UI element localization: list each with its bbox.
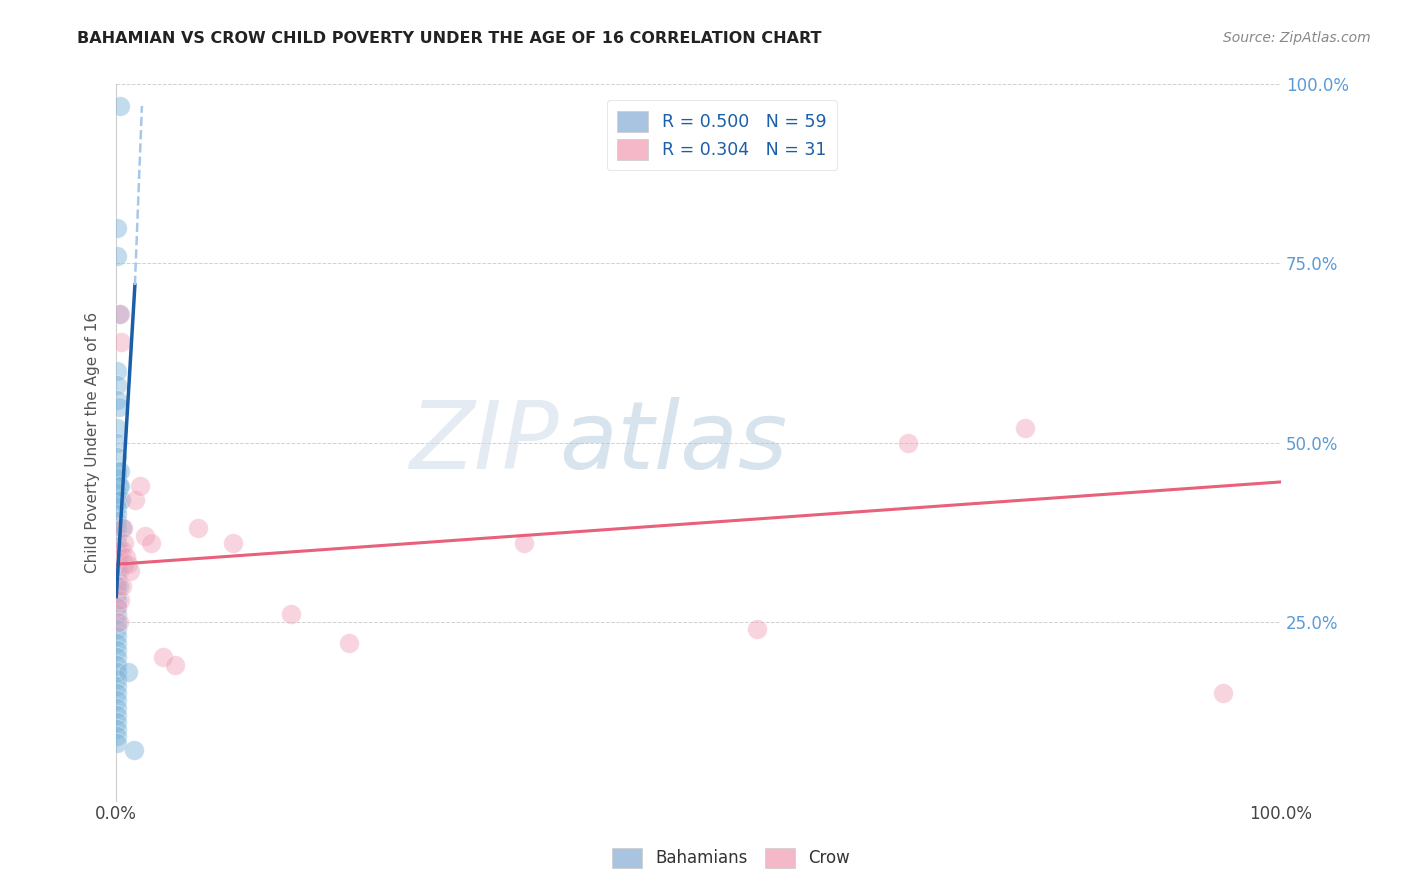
- Point: [107, 565, 129, 579]
- Point: [107, 364, 129, 378]
- Point: [107, 572, 129, 586]
- Point: [107, 514, 129, 528]
- Point: [513, 536, 536, 550]
- Point: [107, 249, 129, 263]
- Point: [117, 665, 139, 679]
- Point: [107, 672, 129, 686]
- Point: [107, 485, 129, 500]
- Point: [107, 579, 129, 593]
- Point: [107, 622, 129, 636]
- Point: [107, 492, 129, 507]
- Point: [107, 220, 129, 235]
- Point: [108, 99, 131, 113]
- Point: [107, 593, 129, 607]
- Point: [107, 736, 129, 750]
- Legend: Bahamians, Crow: Bahamians, Crow: [606, 841, 856, 875]
- Point: [112, 521, 135, 535]
- Point: [107, 500, 129, 514]
- Point: [107, 700, 129, 714]
- Point: [107, 307, 129, 321]
- Point: [107, 615, 129, 629]
- Point: [107, 543, 129, 558]
- Text: atlas: atlas: [558, 397, 787, 488]
- Point: [107, 400, 129, 414]
- Point: [108, 464, 131, 478]
- Point: [107, 550, 129, 565]
- Point: [111, 579, 134, 593]
- Point: [107, 657, 129, 672]
- Point: [187, 521, 209, 535]
- Point: [107, 636, 129, 650]
- Point: [107, 435, 129, 450]
- Point: [108, 478, 131, 492]
- Point: [107, 565, 129, 579]
- Point: [107, 536, 129, 550]
- Point: [107, 714, 129, 729]
- Point: [107, 543, 129, 558]
- Point: [107, 543, 129, 558]
- Point: [107, 615, 129, 629]
- Point: [124, 492, 146, 507]
- Point: [141, 536, 163, 550]
- Point: [110, 492, 132, 507]
- Point: [107, 579, 129, 593]
- Point: [745, 622, 768, 636]
- Point: [107, 650, 129, 665]
- Point: [107, 378, 129, 392]
- Point: [107, 558, 129, 572]
- Point: [114, 550, 136, 565]
- Point: [107, 392, 129, 407]
- Point: [122, 743, 145, 757]
- Point: [897, 435, 920, 450]
- Point: [107, 600, 129, 615]
- Point: [107, 686, 129, 700]
- Point: [222, 536, 245, 550]
- Point: [337, 636, 360, 650]
- Point: [107, 586, 129, 600]
- Point: [107, 643, 129, 657]
- Point: [107, 607, 129, 622]
- Point: [1014, 421, 1036, 435]
- Text: Source: ZipAtlas.com: Source: ZipAtlas.com: [1223, 31, 1371, 45]
- Text: ZIP: ZIP: [409, 397, 558, 488]
- Point: [120, 565, 142, 579]
- Text: BAHAMIAN VS CROW CHILD POVERTY UNDER THE AGE OF 16 CORRELATION CHART: BAHAMIAN VS CROW CHILD POVERTY UNDER THE…: [77, 31, 823, 46]
- Point: [112, 558, 135, 572]
- Point: [107, 629, 129, 643]
- Point: [107, 521, 129, 535]
- Point: [152, 650, 174, 665]
- Legend: R = 0.500   N = 59, R = 0.304   N = 31: R = 0.500 N = 59, R = 0.304 N = 31: [606, 100, 837, 170]
- Point: [107, 600, 129, 615]
- Point: [108, 307, 131, 321]
- Point: [107, 471, 129, 485]
- Point: [107, 665, 129, 679]
- Point: [107, 507, 129, 521]
- Point: [107, 421, 129, 435]
- Point: [107, 693, 129, 707]
- Point: [107, 550, 129, 565]
- Point: [1212, 686, 1234, 700]
- Point: [111, 543, 134, 558]
- Point: [107, 478, 129, 492]
- Point: [107, 450, 129, 464]
- Point: [163, 657, 186, 672]
- Point: [110, 335, 132, 350]
- Point: [117, 558, 139, 572]
- Point: [108, 593, 131, 607]
- Point: [107, 579, 129, 593]
- Y-axis label: Child Poverty Under the Age of 16: Child Poverty Under the Age of 16: [86, 312, 100, 573]
- Point: [111, 521, 134, 535]
- Point: [107, 679, 129, 693]
- Point: [107, 722, 129, 736]
- Point: [107, 707, 129, 722]
- Point: [112, 536, 135, 550]
- Point: [107, 528, 129, 542]
- Point: [107, 729, 129, 743]
- Point: [107, 464, 129, 478]
- Point: [280, 607, 302, 622]
- Point: [134, 528, 156, 542]
- Point: [128, 478, 150, 492]
